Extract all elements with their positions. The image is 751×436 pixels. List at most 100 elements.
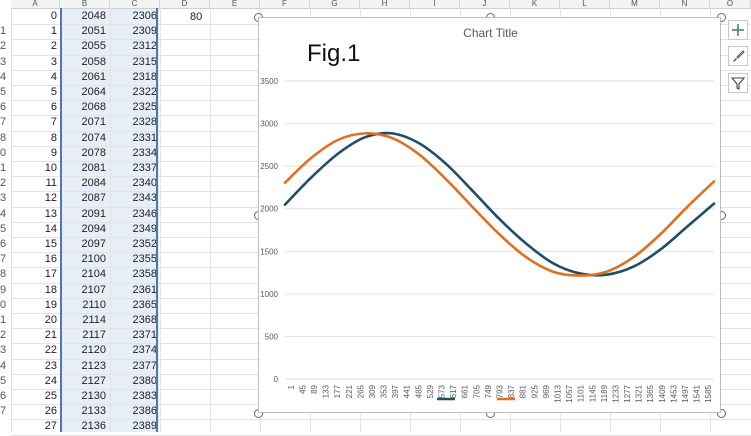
cell-b[interactable]: 2048	[81, 10, 106, 22]
cell-c[interactable]: 2365	[132, 298, 157, 311]
chart-elements-button[interactable]	[728, 20, 748, 40]
row-header[interactable]: 0	[0, 146, 7, 159]
cell-c[interactable]: 2358	[132, 268, 157, 281]
row-header[interactable]: 5	[0, 86, 7, 98]
cell-a[interactable]: 25	[44, 390, 57, 402]
chart-resize-handle[interactable]	[717, 409, 726, 418]
cell-a[interactable]: 20	[44, 314, 57, 326]
cell-a[interactable]: 12	[44, 192, 57, 205]
row-header[interactable]: 4	[0, 207, 7, 220]
cell-c[interactable]: 2386	[132, 405, 157, 418]
cell-a[interactable]: 23	[44, 359, 57, 372]
cell-c[interactable]: 2328	[132, 116, 157, 129]
row-header[interactable]: 1	[0, 314, 7, 326]
cell-c[interactable]: 2343	[132, 192, 157, 205]
cell-a[interactable]: 21	[44, 329, 57, 342]
cell-b[interactable]: 2117	[82, 329, 106, 342]
cell-c[interactable]: 2349	[132, 222, 157, 235]
cell-a[interactable]: 19	[44, 298, 57, 311]
row-header[interactable]: 9	[0, 283, 7, 296]
cell-b[interactable]: 2123	[81, 359, 106, 372]
cell-b[interactable]: 2081	[81, 162, 106, 174]
cell-b[interactable]: 2136	[81, 420, 106, 433]
row-header[interactable]: 8	[0, 268, 7, 281]
column-header[interactable]: N	[660, 0, 710, 9]
row-header[interactable]: 2	[0, 329, 7, 342]
column-header[interactable]: L	[560, 0, 610, 9]
column-header[interactable]: G	[310, 0, 360, 9]
cell-b[interactable]: 2107	[81, 283, 106, 296]
cell-c[interactable]: 2337	[132, 162, 157, 174]
cell-a[interactable]: 24	[44, 374, 57, 387]
cell-b[interactable]: 2114	[82, 314, 106, 326]
cell-c[interactable]: 2352	[132, 238, 157, 250]
cell-b[interactable]: 2094	[81, 222, 106, 235]
column-header[interactable]: M	[610, 0, 660, 9]
cell-b[interactable]: 2120	[81, 344, 106, 357]
column-header[interactable]: C	[110, 0, 160, 9]
row-header[interactable]: 7	[0, 253, 7, 266]
cell-a[interactable]: 9	[50, 146, 57, 159]
cell-c[interactable]: 2334	[132, 146, 157, 159]
cell-a[interactable]: 17	[44, 268, 57, 281]
cell-a[interactable]: 26	[44, 405, 57, 418]
fig-label[interactable]: Fig.1	[307, 40, 361, 67]
column-header[interactable]: H	[360, 0, 410, 9]
cell-c[interactable]: 2315	[132, 55, 157, 68]
cell-d1[interactable]: 80	[190, 11, 203, 23]
row-header[interactable]: 8	[0, 131, 7, 144]
cell-c[interactable]: 2377	[132, 359, 157, 372]
cell-a[interactable]: 15	[44, 238, 57, 250]
column-header[interactable]: I	[410, 0, 460, 9]
column-header[interactable]: J	[460, 0, 510, 9]
cell-a[interactable]: 14	[44, 222, 57, 235]
cell-a[interactable]: 3	[50, 55, 57, 68]
column-header[interactable]: D	[160, 0, 210, 9]
cell-c[interactable]: 2318	[132, 70, 157, 83]
cell-c[interactable]: 2331	[132, 131, 157, 144]
chart-area[interactable]: Chart Title 0 500 1000 1500 2000 2500 3000 3500…	[258, 17, 721, 413]
cell-a[interactable]: 5	[50, 86, 57, 98]
cell-a[interactable]: 0	[50, 10, 57, 22]
cell-b[interactable]: 2074	[81, 131, 106, 144]
cell-b[interactable]: 2051	[81, 25, 106, 38]
row-header[interactable]: 3	[0, 192, 7, 205]
row-header[interactable]: 5	[0, 374, 7, 387]
cell-b[interactable]: 2084	[81, 177, 106, 190]
row-header[interactable]: 1	[0, 162, 7, 174]
cell-a[interactable]: 27	[44, 420, 57, 433]
cell-c[interactable]: 2306	[132, 10, 157, 22]
cell-c[interactable]: 2312	[132, 40, 157, 53]
row-header[interactable]: 0	[0, 298, 7, 311]
cell-b[interactable]: 2058	[81, 55, 106, 68]
row-header[interactable]: 1	[0, 25, 7, 38]
column-header[interactable]: K	[510, 0, 560, 9]
cell-c[interactable]: 2371	[132, 329, 157, 342]
cell-a[interactable]: 7	[50, 116, 57, 129]
cell-b[interactable]: 2064	[81, 86, 106, 98]
cell-b[interactable]: 2055	[81, 40, 106, 53]
cell-c[interactable]: 2322	[132, 86, 157, 98]
cell-c[interactable]: 2383	[132, 390, 157, 402]
cell-b[interactable]: 2068	[81, 101, 106, 114]
row-header[interactable]: 7	[0, 116, 7, 129]
cell-a[interactable]: 22	[44, 344, 57, 357]
cell-a[interactable]: 10	[44, 162, 57, 174]
cell-c[interactable]: 2361	[132, 283, 157, 296]
cell-b[interactable]: 2091	[81, 207, 106, 220]
cell-c[interactable]: 2355	[132, 253, 157, 266]
cell-a[interactable]: 1	[50, 25, 57, 38]
row-header[interactable]: 3	[0, 55, 7, 68]
cell-a[interactable]: 2	[50, 40, 57, 53]
cell-a[interactable]: 6	[50, 101, 57, 114]
row-header[interactable]: 7	[0, 405, 7, 418]
cell-c[interactable]: 2309	[132, 25, 157, 38]
row-header[interactable]: 6	[0, 238, 7, 250]
cell-c[interactable]: 2346	[132, 207, 157, 220]
row-header[interactable]: 2	[0, 177, 7, 190]
cell-b[interactable]: 2133	[81, 405, 106, 418]
cell-b[interactable]: 2061	[81, 70, 106, 83]
row-header[interactable]: 4	[0, 70, 7, 83]
cell-a[interactable]: 8	[50, 131, 57, 144]
cell-b[interactable]: 2078	[81, 146, 106, 159]
